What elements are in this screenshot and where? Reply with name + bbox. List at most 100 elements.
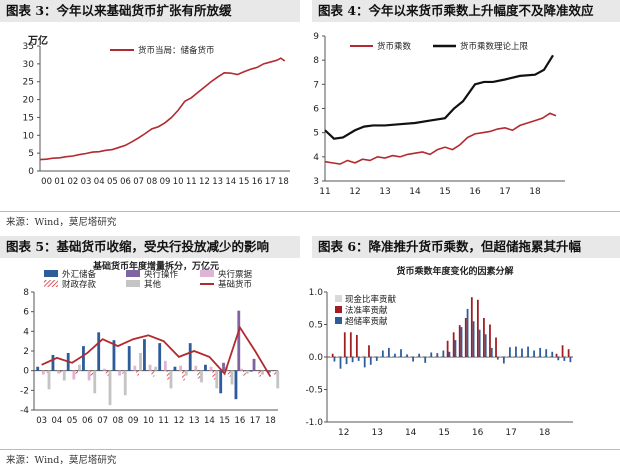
- fig6-bar: [357, 357, 360, 361]
- fig5-x-tick: 15: [219, 416, 230, 426]
- fig6-bar: [369, 357, 372, 365]
- fig6-bar: [539, 347, 542, 357]
- fig6-bar: [438, 356, 441, 357]
- fig5-bar: [105, 370, 109, 376]
- fig5-bar: [188, 343, 192, 371]
- fig6-bar: [521, 348, 523, 357]
- fig6-bar: [505, 355, 508, 357]
- fig5-bar: [102, 368, 106, 371]
- fig5-legend-label: 财政存款: [62, 279, 97, 290]
- fig6-bar: [460, 327, 463, 357]
- fig5-bar: [127, 346, 131, 371]
- fig3-x-tick: 11: [186, 177, 197, 187]
- fig6-bar: [339, 357, 342, 369]
- fig4-y-tick: 5: [313, 129, 319, 139]
- fig5-bar: [158, 343, 162, 371]
- fig6-caption: 图表 6：降准推升货币乘数，但超储拖累其升幅: [312, 236, 620, 258]
- fig5-bar: [276, 370, 280, 389]
- fig6-bar: [354, 356, 356, 357]
- fig6-bar: [469, 356, 471, 357]
- fig6-bar: [489, 324, 491, 357]
- fig6-bar: [384, 356, 387, 357]
- fig6-bar: [418, 353, 421, 357]
- fig4-caption: 图表 4：今年以来货币乘数上升幅度不及降准效应: [312, 0, 620, 22]
- fig5-y-tick: -2: [20, 386, 29, 396]
- fig3-x-tick: 03: [81, 177, 92, 187]
- fig6-bar: [363, 357, 366, 368]
- fig6-bar: [535, 356, 538, 357]
- fig5-x-tick: 03: [36, 416, 47, 426]
- fig6-legend-swatch: [335, 295, 342, 302]
- fig5-bar: [169, 370, 173, 389]
- fig5-bar: [209, 366, 213, 371]
- fig6-bar: [493, 355, 496, 357]
- fig6-bar: [333, 357, 336, 362]
- fig5-bar: [51, 354, 55, 371]
- fig5-bar: [234, 370, 238, 400]
- fig3-unit-label: 万亿: [27, 34, 48, 47]
- fig6-legend-label: 法准率贡献: [345, 305, 388, 316]
- fig6-bar: [495, 337, 497, 357]
- fig6-bar: [378, 356, 381, 357]
- fig5-bar: [230, 370, 234, 385]
- fig6-bar: [563, 357, 566, 361]
- fig6-bar: [375, 357, 378, 361]
- fig3-series-line: [39, 57, 286, 161]
- fig5-x-tick: 18: [265, 416, 276, 426]
- fig6-x-tick: 17: [505, 428, 516, 438]
- source-top: 来源：Wind，莫尼塔研究: [6, 217, 117, 228]
- fig5-x-tick: 09: [128, 416, 139, 426]
- fig3-y-tick: 15: [23, 113, 34, 123]
- fig5-bar: [194, 365, 198, 371]
- fig5-bar: [136, 370, 140, 376]
- fig6-bar: [517, 355, 520, 357]
- fig5-bar: [245, 370, 249, 374]
- fig4-x-tick: 17: [499, 187, 510, 197]
- fig5-bar: [173, 366, 177, 371]
- fig5-legend-swatch: [126, 270, 140, 277]
- fig5-bar: [184, 370, 188, 376]
- fig5-bar: [133, 365, 137, 371]
- fig6-bar: [444, 356, 447, 357]
- fig5-bar: [273, 370, 277, 375]
- fig3-legend-label: 货币当局：储备货币: [138, 45, 215, 56]
- fig6-bar: [555, 353, 558, 357]
- fig5-y-tick: -4: [20, 406, 29, 416]
- fig5-legend-label: 基础货币: [218, 279, 252, 290]
- fig6-bar: [481, 356, 484, 357]
- fig3-caption: 图表 3：今年以来基础货币扩张有所放缓: [0, 0, 300, 22]
- fig3-x-tick: 06: [120, 177, 131, 187]
- fig6-bar: [368, 345, 370, 357]
- fig6-bar: [470, 297, 473, 357]
- fig5-bar: [252, 358, 256, 371]
- fig3-y-tick: 20: [23, 96, 35, 106]
- fig5-bar: [197, 370, 201, 379]
- fig3-y-tick: 5: [28, 149, 34, 159]
- fig5-x-tick: 17: [250, 416, 261, 426]
- fig5-bar: [182, 370, 185, 381]
- fig3-y-tick: 35: [23, 42, 34, 52]
- fig6-bar: [553, 356, 556, 357]
- fig5-x-tick: 07: [97, 416, 108, 426]
- fig5-bar: [219, 370, 223, 394]
- fig6-bar: [478, 329, 481, 357]
- fig5-x-tick: 12: [173, 416, 184, 426]
- fig6-y-tick: 0.5: [309, 321, 323, 331]
- source-bottom: 来源：Wind，莫尼塔研究: [6, 455, 117, 466]
- fig6-bar: [372, 356, 375, 357]
- fig6-legend-label: 现金比率贡献: [345, 294, 397, 305]
- fig6-bar: [457, 356, 459, 357]
- fig5-bar: [151, 370, 155, 377]
- fig6-bar: [406, 354, 408, 357]
- fig6-y-tick: 0.0: [309, 353, 324, 363]
- fig5-x-tick: 14: [204, 416, 215, 426]
- fig6-bar: [458, 325, 461, 357]
- fig6-bar: [569, 357, 572, 363]
- fig6-legend-label: 超储率贡献: [345, 316, 388, 327]
- fig6-bar: [527, 346, 529, 357]
- fig5-bar: [41, 370, 45, 375]
- fig5-x-tick: 08: [112, 416, 123, 426]
- fig3-x-tick: 05: [107, 177, 118, 187]
- fig4-x-tick: 13: [379, 187, 390, 197]
- fig5-legend-swatch: [126, 280, 140, 287]
